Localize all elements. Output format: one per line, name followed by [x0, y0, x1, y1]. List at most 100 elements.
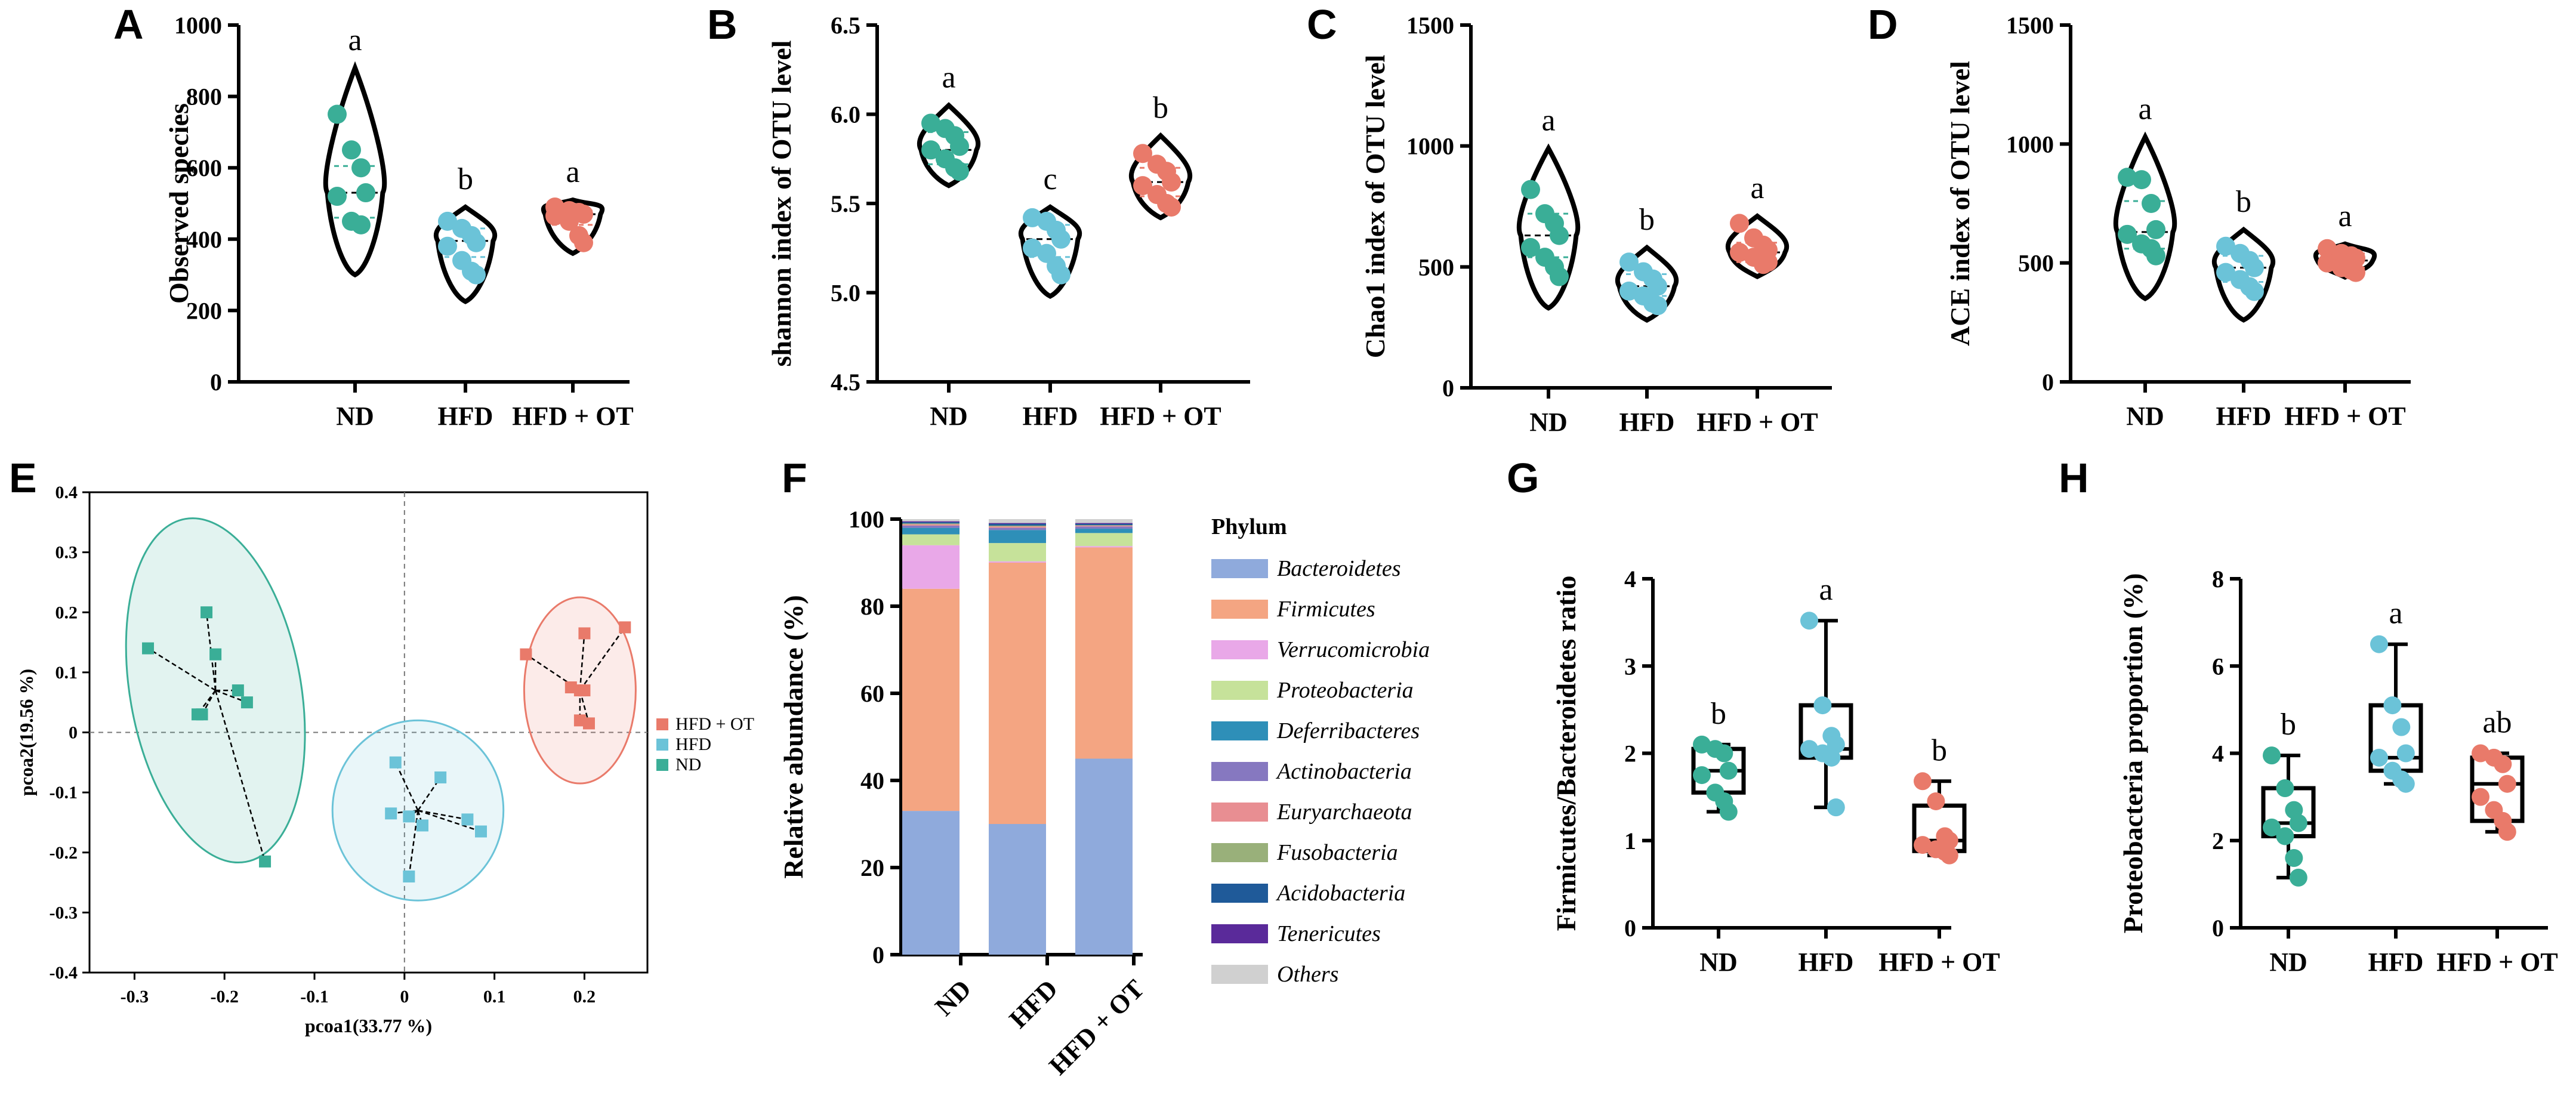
significance-letter: a [566, 155, 579, 189]
bar-segment [902, 534, 960, 545]
x-tick-label: ND [2126, 402, 2164, 431]
legend-label: Others [1277, 962, 1338, 987]
data-point [564, 681, 577, 694]
y-tick-label: 1000 [1406, 133, 1454, 160]
y-tick-label: 1500 [1406, 12, 1454, 39]
data-point [2276, 779, 2294, 797]
y-tick-label: 1500 [2006, 12, 2054, 39]
data-point [2494, 755, 2512, 773]
box-hfd-ot: b [1912, 733, 1967, 865]
y-tick-label: 500 [1418, 254, 1454, 280]
significance-letter: b [458, 162, 473, 196]
y-tick-label: 5.0 [831, 280, 860, 307]
data-point [2370, 635, 2388, 653]
panel-label: F [782, 455, 807, 501]
data-point [2245, 282, 2264, 301]
panel-label: B [707, 1, 738, 48]
significance-letter: a [1819, 573, 1832, 607]
bar-segment [989, 563, 1046, 824]
data-point [1730, 214, 1749, 233]
y-tick-label: 1000 [2006, 131, 2054, 158]
legend-label: Firmicutes [1276, 597, 1375, 622]
y-axis-D: 0 500 1000 1500 ACE index of OTU level [1945, 12, 2072, 396]
bar-segment [989, 524, 1046, 526]
bar-segment [1075, 526, 1133, 529]
violin-outline [1516, 143, 1581, 311]
legend-label: Proteobacteria [1276, 678, 1414, 703]
data-point [2396, 744, 2415, 763]
bar-segment [1075, 529, 1133, 533]
centroid-spoke [418, 810, 468, 820]
y-tick-label: 500 [2018, 250, 2054, 277]
x-tick-label: HFD [1023, 402, 1078, 431]
centroid-spoke [579, 690, 590, 724]
data-point [2383, 696, 2402, 715]
data-point [416, 819, 428, 832]
data-point [389, 756, 402, 768]
bar-segment [989, 519, 1046, 523]
data-point [1521, 237, 1540, 257]
legend-marker [656, 759, 668, 771]
y-tick-label: 4 [2212, 740, 2224, 767]
box-nd: b [2261, 708, 2316, 887]
centroid-spoke [579, 633, 585, 691]
significance-letter: a [2338, 199, 2352, 233]
y-tick-label: 0.1 [55, 663, 78, 683]
x-axis-D: ND HFD HFD + OT [2071, 380, 2411, 431]
bar-segment [989, 523, 1046, 524]
violin-outline [1725, 213, 1790, 280]
y-tick-label: 8 [2212, 566, 2224, 592]
legend-label: Euryarchaeota [1276, 800, 1412, 825]
violin-nd: a [917, 61, 981, 189]
y-axis-label: Relative abundance (%) [778, 595, 809, 878]
y-tick-label: -0.2 [50, 843, 78, 863]
legend-label: Tenericutes [1277, 921, 1381, 946]
data-point [351, 215, 371, 234]
legend-swatch [1211, 884, 1268, 903]
y-axis-label: Proteobacteria proportion (%) [2118, 573, 2148, 934]
legend-swatch [1211, 762, 1268, 781]
x-tick-label: HFD + OT [2284, 402, 2406, 431]
data-point [328, 104, 347, 124]
data-point [385, 807, 397, 820]
data-point [1800, 612, 1818, 630]
x-tick-label: ND [929, 974, 977, 1021]
significance-letter: a [942, 61, 955, 95]
data-point [328, 187, 347, 206]
violin-hfd-ot: b [1128, 91, 1193, 221]
data-point [1550, 226, 1569, 245]
y-tick-label: 4.5 [831, 369, 860, 396]
data-point [2396, 774, 2415, 793]
violin-outline [917, 102, 981, 189]
data-point [2392, 718, 2411, 736]
data-point [403, 810, 415, 823]
bar-segment [902, 521, 960, 523]
data-point [1827, 798, 1845, 817]
legend-swatch [1211, 965, 1268, 984]
y-tick-label: -0.3 [50, 903, 78, 922]
x-tick-label: ND [1699, 947, 1738, 977]
x-tick-label: HFD + OT [1696, 408, 1818, 437]
centroid-spoke [215, 689, 248, 703]
data-point [574, 204, 593, 224]
y-axis-H: 0 2 4 6 8 Proteobacteria proportion (%) [2118, 566, 2242, 942]
bar-segment [989, 527, 1046, 530]
group-hfd-ot [520, 596, 637, 785]
y-tick-label: 200 [186, 297, 222, 324]
centroid-spoke [579, 626, 626, 691]
violin-hfd: b [2211, 185, 2276, 323]
bar-segment [902, 525, 960, 528]
x-tick-label: -0.2 [210, 987, 239, 1007]
centroid-spoke [408, 810, 419, 877]
x-axis-G: ND HFD HFD + OT [1653, 926, 2000, 977]
y-tick-label: 100 [849, 506, 884, 533]
data-point [142, 642, 155, 655]
violin-outline [2211, 226, 2276, 323]
violin-outline [541, 197, 605, 257]
panel-label: A [113, 1, 144, 48]
data-point [2318, 239, 2337, 258]
panel-label: E [9, 455, 37, 501]
centroid-spoke [394, 762, 419, 811]
